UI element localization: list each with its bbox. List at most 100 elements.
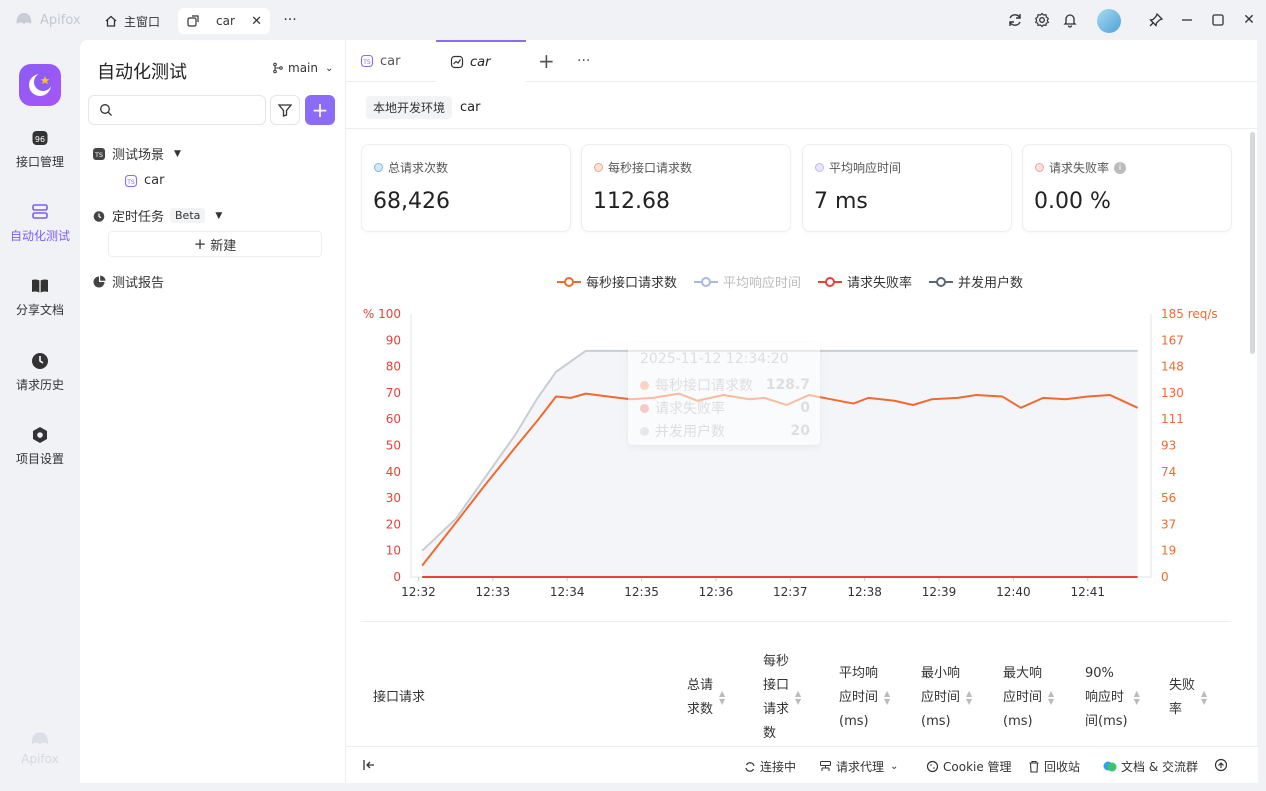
- legend-item-failure-rate[interactable]: 请求失败率: [817, 272, 912, 291]
- tooltip-row: 每秒接口请求数 128.7: [640, 375, 810, 395]
- rail-item-shared-docs[interactable]: 分享文档: [0, 276, 80, 318]
- apifox-logo-icon: [16, 13, 32, 24]
- recycle-bin[interactable]: 回收站: [1028, 758, 1080, 775]
- nav-rail: 96 接口管理 自动化测试 分享文档 请求历史 项目设置 Apifox: [0, 40, 80, 791]
- close-tab-icon[interactable]: ✕: [251, 13, 262, 29]
- branch-selector[interactable]: main ⌄: [272, 61, 333, 75]
- connection-status-label: 连接中: [760, 760, 797, 774]
- right-tick-label: 167: [1161, 333, 1184, 347]
- user-avatar[interactable]: [1097, 9, 1121, 33]
- tree-item-car[interactable]: TS car: [124, 173, 164, 188]
- rail-item-project-settings[interactable]: 项目设置: [0, 425, 80, 467]
- svg-text:TS: TS: [126, 178, 135, 185]
- legend-item-concurrent-users[interactable]: 并发用户数: [928, 272, 1023, 291]
- tree-group-label: 测试场景: [112, 148, 165, 163]
- tab-car-report[interactable]: car: [436, 40, 526, 82]
- new-tab-button[interactable]: +: [524, 40, 555, 82]
- tab-car-scenario[interactable]: TS car: [346, 40, 436, 82]
- legend-line-icon: [929, 276, 954, 287]
- sort-icon[interactable]: ▲ ▼: [1048, 689, 1055, 706]
- rail-footer-brand: Apifox: [20, 730, 60, 766]
- stat-value: 112.68: [593, 189, 670, 214]
- sort-icon[interactable]: ▲ ▼: [884, 689, 891, 706]
- sort-icon[interactable]: ▲ ▼: [966, 689, 973, 706]
- collapse-sidebar-icon[interactable]: [362, 758, 376, 772]
- x-tick-label: 12:35: [624, 585, 659, 599]
- column-header-avg-response[interactable]: 平均响 应时间 (ms) ▲ ▼: [839, 652, 909, 744]
- column-header-total-requests[interactable]: 总请 求数 ▲ ▼: [687, 652, 749, 744]
- column-header-rps[interactable]: 每秒 接口 请求 数 ▲ ▼: [763, 652, 827, 744]
- sync-icon: [745, 761, 755, 772]
- right-tick-label: 37: [1161, 517, 1176, 531]
- tree-group-scheduled-tasks[interactable]: 定时任务 Beta ▼: [92, 206, 222, 225]
- legend-item-rps[interactable]: 每秒接口请求数: [556, 272, 677, 291]
- caret-down-icon: ▼: [174, 148, 181, 159]
- editor-tab-bar: TS car car + ···: [346, 40, 1258, 82]
- sort-icon[interactable]: ▲ ▼: [795, 689, 802, 706]
- right-tick-label: 93: [1161, 439, 1176, 453]
- api-icon: 96: [32, 131, 48, 145]
- pin-icon[interactable]: [1147, 11, 1165, 29]
- link-icon: [187, 15, 199, 27]
- sidebar-search-input[interactable]: [88, 95, 266, 125]
- add-scenario-button[interactable]: +: [305, 95, 335, 125]
- tree-group-test-reports[interactable]: 测试报告: [92, 272, 164, 291]
- column-header-min-response[interactable]: 最小响 应时间 (ms) ▲ ▼: [921, 652, 993, 744]
- tree-group-test-scenarios[interactable]: TS 测试场景 ▼: [92, 144, 181, 163]
- stat-card-avg-response-time: 平均响应时间 7 ms: [802, 144, 1012, 232]
- sort-icon[interactable]: ▲ ▼: [1133, 689, 1140, 706]
- settings-gear-icon[interactable]: [1033, 11, 1051, 29]
- x-tick-label: 12:36: [699, 585, 734, 599]
- home-window-tab[interactable]: 主窗口: [96, 8, 168, 34]
- filter-button[interactable]: [270, 95, 300, 125]
- info-icon[interactable]: i: [1114, 161, 1127, 174]
- rail-item-request-history[interactable]: 请求历史: [0, 351, 80, 393]
- stat-value: 7 ms: [814, 189, 868, 214]
- stat-label: 总请求次数: [374, 159, 448, 176]
- trash-icon: [1029, 760, 1039, 773]
- stat-value: 68,426: [373, 189, 450, 214]
- stat-dot-icon: [594, 163, 603, 172]
- chart-legend: 每秒接口请求数 平均响应时间 请求失败率 并发用户数: [556, 272, 1023, 291]
- minimize-icon[interactable]: [1178, 11, 1196, 29]
- cookie-manager-label: Cookie 管理: [943, 760, 1012, 774]
- plus-icon: +: [193, 235, 207, 253]
- docs-community[interactable]: 文档 & 交流群: [1103, 758, 1198, 775]
- cookie-manager[interactable]: Cookie 管理: [926, 758, 1012, 775]
- stat-label-text: 每秒接口请求数: [608, 161, 693, 175]
- performance-chart[interactable]: 0 10 20 30 40 50 60 70 80 90 % 100 0 19 37 56 74 93 111 13…: [361, 302, 1231, 607]
- connection-status[interactable]: 连接中: [744, 758, 796, 775]
- right-tick-label: 74: [1161, 465, 1176, 479]
- legend-item-avg-response[interactable]: 平均响应时间: [693, 272, 801, 291]
- tooltip-row-value: 128.7: [765, 377, 810, 393]
- sort-icon[interactable]: ▲ ▼: [1201, 689, 1208, 706]
- vertical-scrollbar[interactable]: [1250, 132, 1255, 354]
- rail-item-api-management[interactable]: 96 接口管理: [0, 128, 80, 170]
- close-window-icon[interactable]: ✕: [1243, 12, 1255, 28]
- maximize-icon[interactable]: [1209, 11, 1227, 29]
- refresh-icon[interactable]: [1006, 11, 1024, 29]
- scroll-to-top-icon[interactable]: [1214, 758, 1228, 772]
- rail-item-automation-test[interactable]: 自动化测试: [0, 202, 80, 244]
- column-header-failure-rate[interactable]: 失败 率 ▲ ▼: [1169, 652, 1227, 744]
- new-scheduled-task-button[interactable]: + 新建: [108, 231, 322, 257]
- sort-icon[interactable]: ▲ ▼: [719, 689, 726, 706]
- sidebar-title: 自动化测试: [97, 62, 187, 83]
- environment-badge[interactable]: 本地开发环境: [366, 96, 453, 119]
- scenario-name: car: [460, 100, 481, 115]
- more-tabs-button[interactable]: ···: [577, 53, 591, 69]
- left-tick-label: 60: [386, 412, 401, 426]
- car-window-tab[interactable]: car ✕: [178, 8, 270, 34]
- request-proxy-menu[interactable]: 请求代理 ⌄: [819, 758, 898, 775]
- column-header-p90-response[interactable]: 90% 响应时 间(ms) ▲ ▼: [1085, 652, 1163, 744]
- left-tick-label: 50: [386, 439, 401, 453]
- stat-card-requests-per-second: 每秒接口请求数 112.68: [581, 144, 791, 232]
- column-header-label: 最大响 应时间 (ms): [1003, 666, 1043, 729]
- notification-bell-icon[interactable]: [1061, 11, 1079, 29]
- left-tick-label: 70: [386, 386, 401, 400]
- more-window-tabs-button[interactable]: ···: [283, 12, 297, 28]
- project-logo-icon[interactable]: [19, 64, 61, 106]
- column-header-max-response[interactable]: 最大响 应时间 (ms) ▲ ▼: [1003, 652, 1075, 744]
- results-table-header: 接口请求 总请 求数 ▲ ▼ 每秒 接口 请求 数 ▲ ▼ 平均响 应时间 (ms) ▲ ▼…: [361, 652, 1231, 744]
- column-header-api-request[interactable]: 接口请求: [373, 652, 673, 744]
